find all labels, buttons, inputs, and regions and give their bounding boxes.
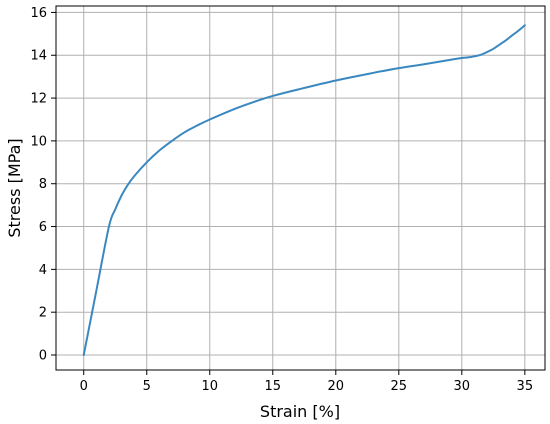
y-tick-label: 0 — [39, 349, 47, 364]
tick-layer: 0 5 10 15 20 25 30 35 0 2 4 6 8 10 12 14 16 — [30, 6, 533, 394]
x-tick-label: 15 — [264, 379, 281, 394]
plot-frame — [55, 5, 546, 371]
y-tick-label: 2 — [39, 306, 47, 321]
y-axis-label: Stress [MPa] — [5, 138, 24, 237]
x-tick-label: 25 — [391, 379, 408, 394]
y-tick-label: 8 — [39, 177, 47, 192]
y-tick-label: 6 — [39, 220, 47, 235]
y-tick-label: 12 — [30, 92, 47, 107]
y-tick-label: 4 — [39, 263, 47, 278]
series-layer — [82, 24, 526, 357]
stress-strain-curve — [82, 24, 526, 357]
x-axis-label: Strain [%] — [260, 402, 340, 421]
x-tick-label: 0 — [80, 379, 88, 394]
grid-layer — [56, 6, 545, 370]
x-tick-label: 20 — [328, 379, 345, 394]
y-tick-label: 16 — [30, 6, 47, 21]
y-tick-label: 10 — [30, 134, 47, 149]
x-tick-label: 35 — [517, 379, 534, 394]
x-tick-label: 5 — [143, 379, 151, 394]
x-tick-label: 30 — [454, 379, 471, 394]
x-tick-label: 10 — [201, 379, 218, 394]
y-tick-label: 14 — [30, 49, 47, 64]
